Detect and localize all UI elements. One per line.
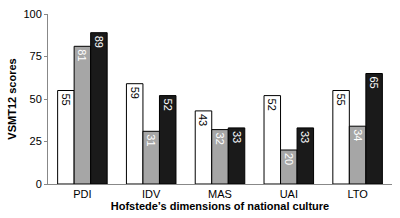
svg-text:50: 50 bbox=[30, 93, 42, 105]
svg-text:52: 52 bbox=[266, 99, 278, 111]
svg-text:MAS: MAS bbox=[208, 188, 232, 200]
svg-text:Hofstede’s dimensions of natio: Hofstede’s dimensions of national cultur… bbox=[111, 200, 329, 212]
svg-text:32: 32 bbox=[214, 133, 226, 145]
svg-text:IDV: IDV bbox=[142, 188, 161, 200]
svg-text:UAI: UAI bbox=[280, 188, 298, 200]
svg-text:89: 89 bbox=[93, 36, 105, 48]
svg-text:55: 55 bbox=[60, 94, 72, 106]
svg-text:34: 34 bbox=[352, 129, 364, 141]
svg-text:55: 55 bbox=[335, 94, 347, 106]
svg-text:VSMT12 scores: VSMT12 scores bbox=[6, 58, 18, 139]
svg-text:LTO: LTO bbox=[347, 188, 368, 200]
svg-text:65: 65 bbox=[368, 77, 380, 89]
svg-text:100: 100 bbox=[23, 8, 41, 20]
svg-text:75: 75 bbox=[30, 50, 42, 62]
svg-text:59: 59 bbox=[129, 87, 141, 99]
svg-text:20: 20 bbox=[283, 153, 295, 165]
svg-text:81: 81 bbox=[76, 49, 88, 61]
svg-text:0: 0 bbox=[36, 178, 42, 190]
svg-text:43: 43 bbox=[197, 114, 209, 126]
svg-text:33: 33 bbox=[299, 131, 311, 143]
svg-text:33: 33 bbox=[231, 131, 243, 143]
svg-text:25: 25 bbox=[30, 135, 42, 147]
svg-text:31: 31 bbox=[145, 134, 157, 146]
svg-text:52: 52 bbox=[162, 99, 174, 111]
svg-text:PDI: PDI bbox=[73, 188, 91, 200]
